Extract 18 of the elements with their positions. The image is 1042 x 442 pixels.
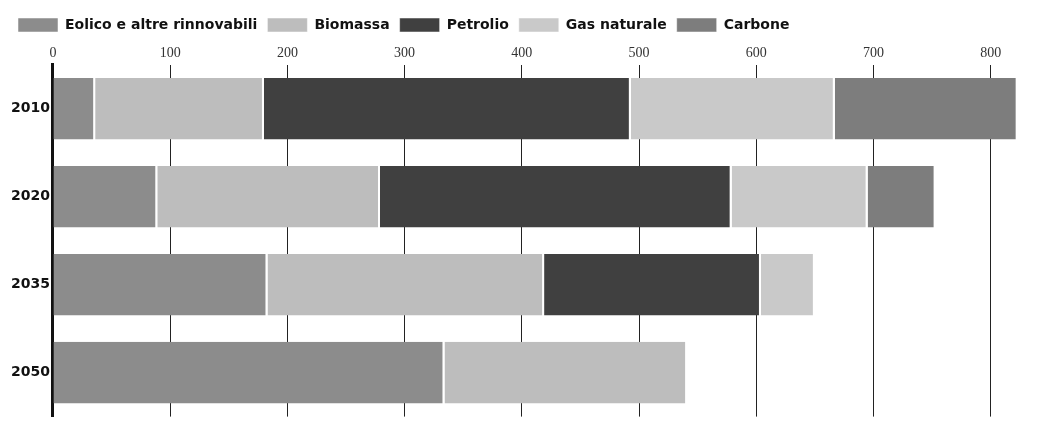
x-tick-label: 600 (745, 45, 767, 61)
legend-label: Gas naturale (565, 15, 667, 32)
x-tick-label: 700 (862, 45, 884, 61)
legend-label: Biomassa (314, 15, 390, 32)
x-tick-label: 400 (511, 45, 533, 61)
y-tick-label: 2050 (11, 363, 51, 380)
y-tick-label: 2010 (11, 99, 51, 116)
x-tick-label: 100 (159, 45, 181, 61)
x-tick-label: 500 (628, 45, 650, 61)
y-tick-label: 2035 (11, 275, 50, 292)
legend-label: Eolico e altre rinnovabili (65, 15, 258, 32)
x-tick-label: 0 (49, 45, 57, 61)
x-tick-label: 200 (276, 45, 298, 61)
x-tick-label: 800 (980, 45, 1002, 61)
legend-label: Carbone (723, 15, 790, 32)
legend-label: Petrolio (446, 15, 510, 32)
x-tick-label: 300 (394, 45, 416, 61)
y-tick-label: 2020 (11, 187, 51, 204)
